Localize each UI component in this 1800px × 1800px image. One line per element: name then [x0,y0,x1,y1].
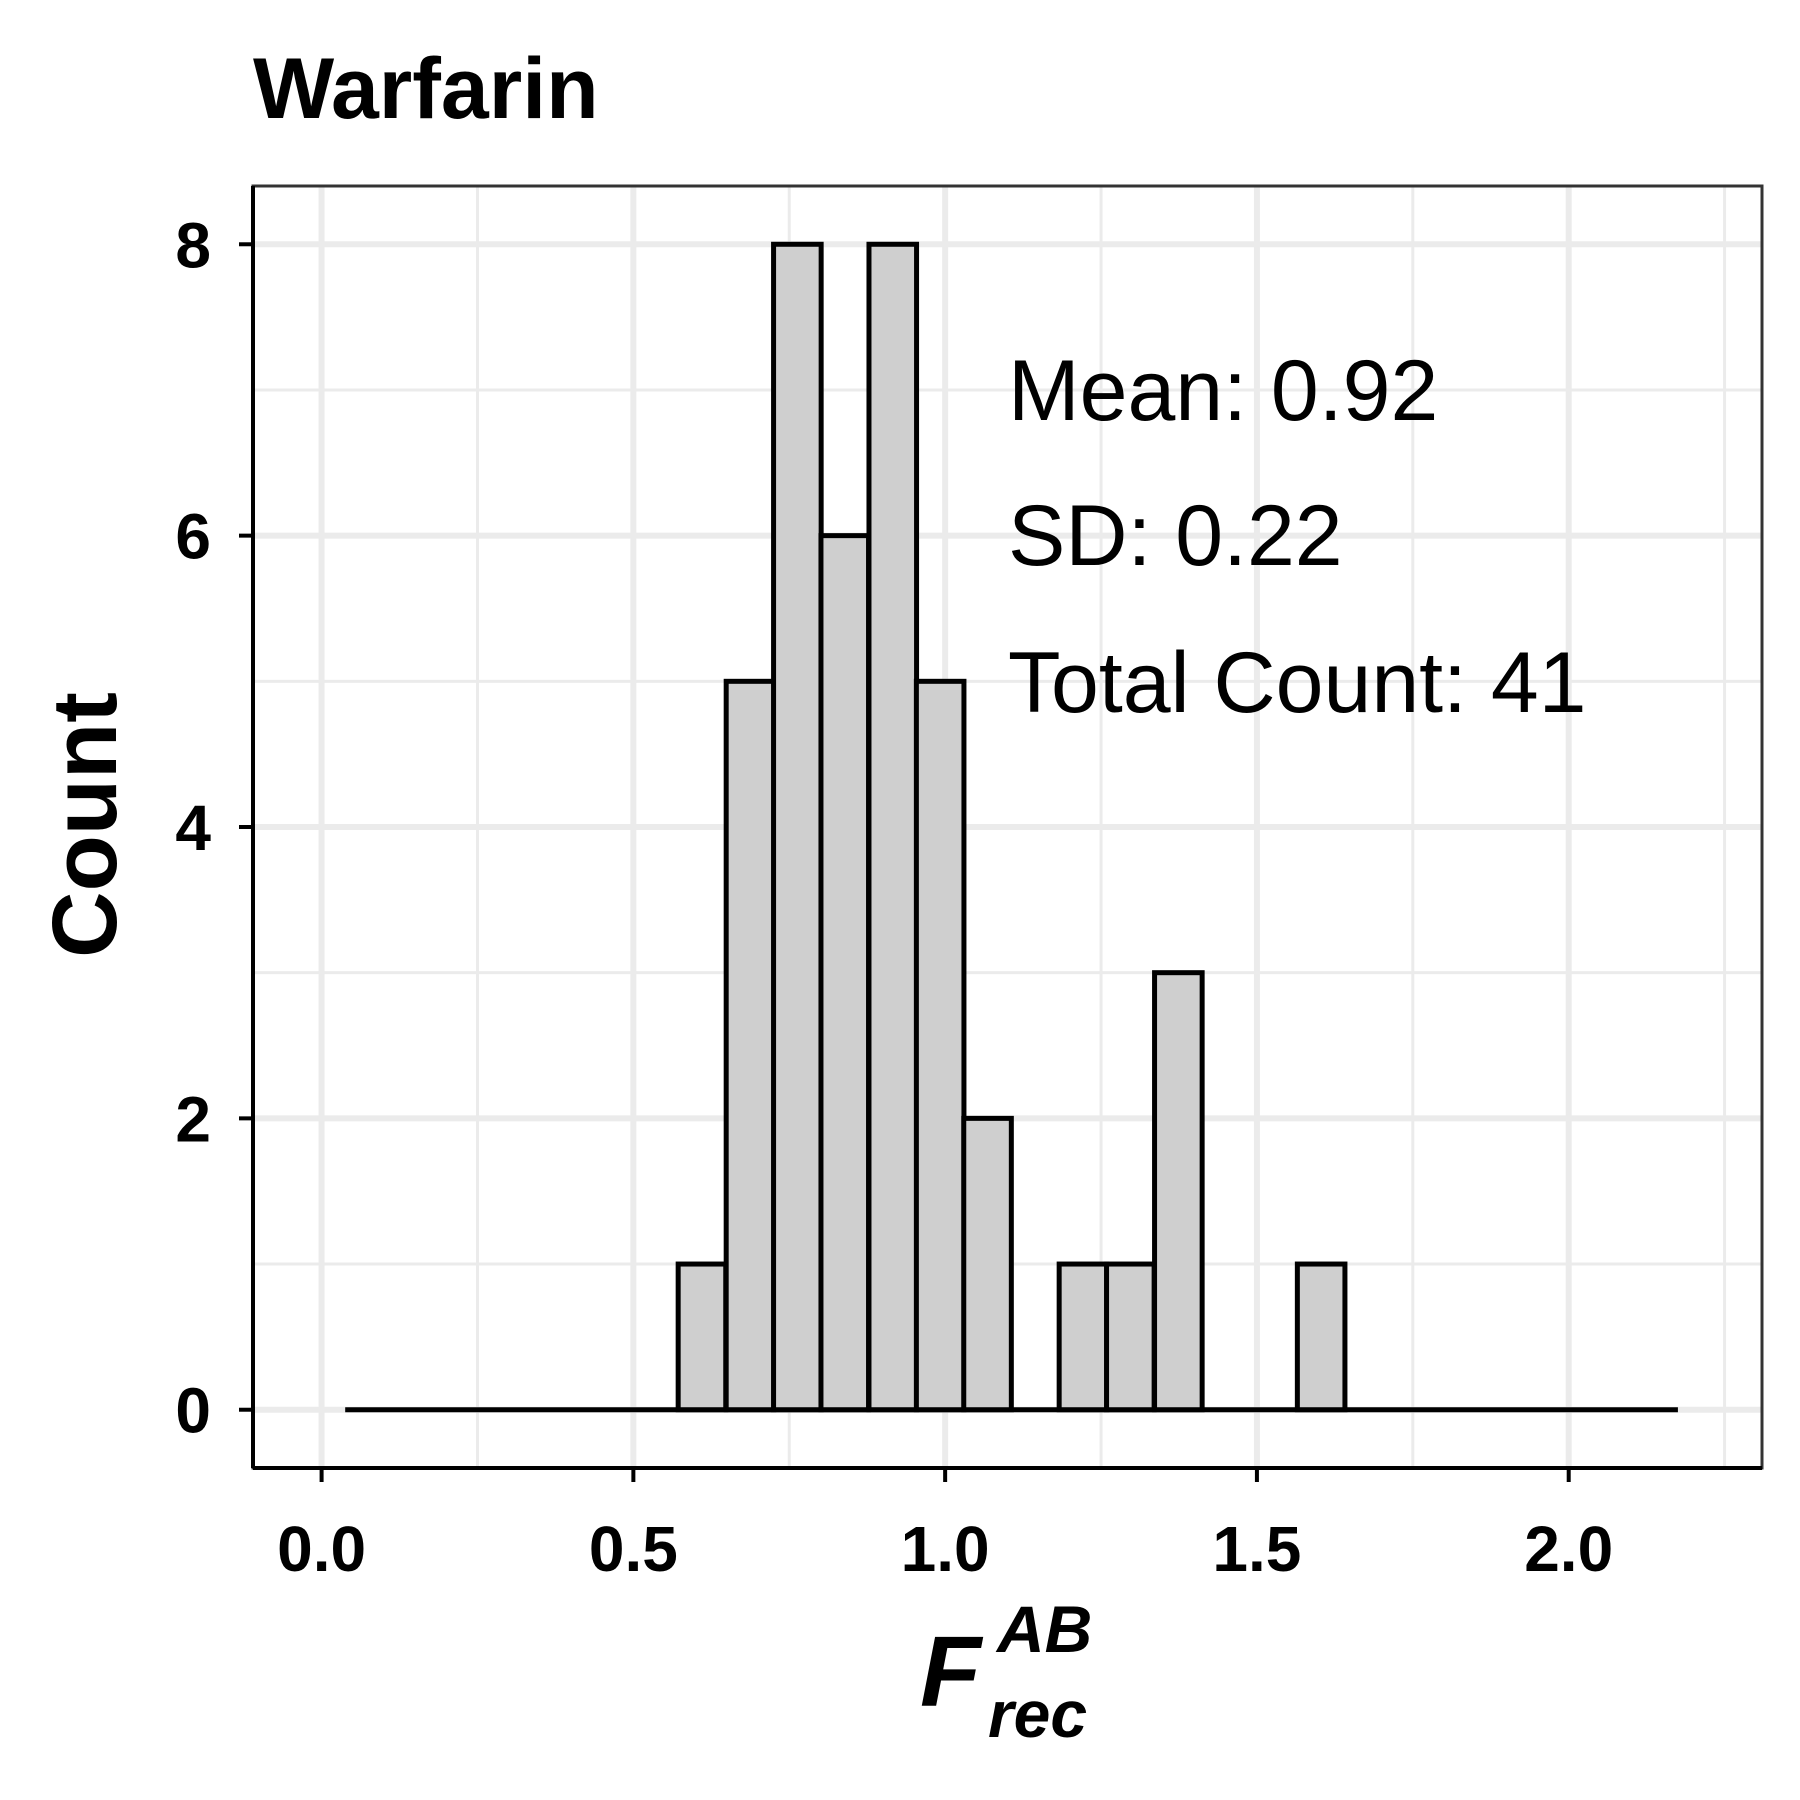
x-tick-label: 0.0 [277,1513,366,1585]
histogram-bar [866,241,920,1413]
histogram-bars [675,241,1348,1413]
histogram-bar [723,678,777,1413]
grid-major-lines [253,186,1762,1468]
x-axis-title-main: F [920,1616,984,1728]
y-tick-label: 6 [175,501,211,573]
mean-annotation: Mean: 0.92 [1008,343,1438,439]
x-axis-ticks: 0.0 0.5 1.0 1.5 2.0 [277,1468,1613,1585]
y-axis-title: Count [34,692,136,958]
histogram-bar [961,1115,1014,1413]
total-count-annotation: Total Count: 41 [1008,635,1586,731]
y-tick-label: 0 [175,1375,211,1447]
x-tick-label: 1.5 [1212,1513,1301,1585]
x-axis-title-subscript: rec [988,1677,1087,1751]
histogram-bar [1104,1261,1157,1413]
chart-title: Warfarin [253,41,599,137]
x-tick-label: 1.0 [901,1513,990,1585]
histogram-bar [1294,1261,1348,1413]
histogram-bar [675,1261,729,1413]
y-axis-ticks: 0 2 4 6 8 [175,209,253,1447]
y-tick-label: 2 [175,1083,211,1155]
histogram-bar [1152,970,1205,1413]
y-tick-label: 4 [175,792,211,864]
x-tick-label: 0.5 [589,1513,678,1585]
x-axis-title-superscript: AB [995,1592,1092,1666]
y-tick-label: 8 [175,209,211,281]
histogram-bar [818,533,872,1413]
histogram-bar [771,241,824,1413]
histogram-bar [913,678,967,1413]
x-axis-title: F AB rec [920,1592,1092,1751]
x-tick-label: 2.0 [1524,1513,1613,1585]
histogram-bar [1056,1261,1110,1413]
sd-annotation: SD: 0.22 [1008,488,1343,584]
